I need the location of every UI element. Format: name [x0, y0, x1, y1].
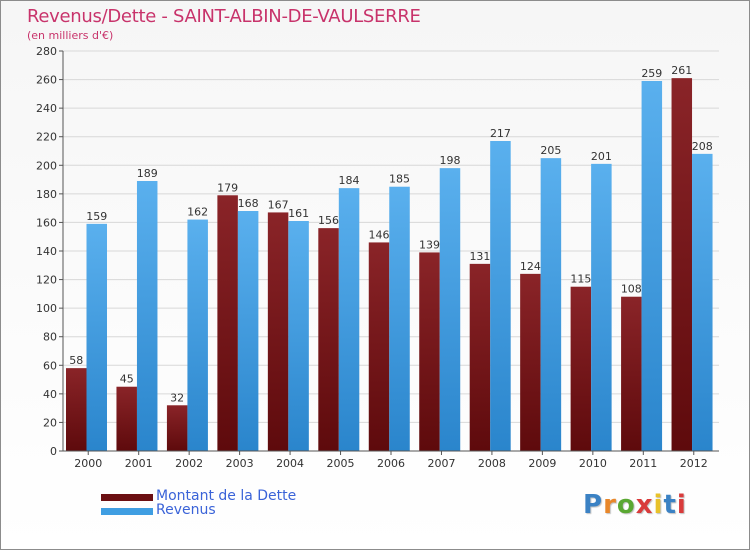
data-label-revenus-2004: 161 — [288, 207, 309, 220]
x-tick-label: 2004 — [276, 457, 304, 470]
y-tick-label: 40 — [43, 388, 57, 401]
data-label-revenus-2002: 162 — [187, 206, 208, 219]
bar-dette-2009 — [520, 273, 541, 451]
bar-dette-2008 — [469, 263, 491, 451]
data-label-dette-2004: 167 — [268, 198, 289, 211]
x-tick-label: 2008 — [478, 457, 506, 470]
bar-revenus-2007 — [439, 168, 461, 451]
y-tick-label: 240 — [36, 102, 57, 115]
x-tick-label: 2001 — [125, 457, 153, 470]
data-label-revenus-2000: 159 — [86, 210, 107, 223]
bar-revenus-2010 — [591, 163, 612, 451]
x-tick-label: 2002 — [175, 457, 203, 470]
bar-revenus-2003 — [237, 211, 259, 451]
x-tick-label: 2011 — [629, 457, 657, 470]
data-label-dette-2000: 58 — [69, 354, 83, 367]
bar-revenus-2008 — [490, 141, 511, 451]
data-label-dette-2012: 261 — [671, 64, 692, 77]
bar-revenus-2005 — [338, 188, 360, 451]
y-tick-label: 220 — [36, 131, 57, 144]
x-tick-label: 2010 — [579, 457, 607, 470]
bar-dette-2002 — [166, 405, 188, 451]
data-label-revenus-2006: 185 — [389, 173, 410, 186]
data-label-dette-2009: 124 — [520, 260, 541, 273]
data-label-revenus-2010: 201 — [591, 150, 612, 163]
bar-revenus-2002 — [187, 219, 208, 451]
bar-dette-2001 — [116, 386, 137, 451]
bar-dette-2004 — [267, 212, 289, 451]
data-label-revenus-2003: 168 — [238, 197, 259, 210]
y-tick-label: 120 — [36, 274, 57, 287]
x-tick-label: 2005 — [327, 457, 355, 470]
data-label-dette-2006: 146 — [369, 228, 390, 241]
chart-subtitle: (en milliers d'€) — [27, 29, 114, 42]
x-tick-label: 2009 — [528, 457, 556, 470]
legend-swatch-dette — [101, 494, 153, 501]
bar-revenus-2009 — [540, 158, 562, 451]
x-tick-label: 2000 — [74, 457, 102, 470]
proxiti-logo: Proxiti — [583, 490, 687, 520]
data-label-dette-2005: 156 — [318, 214, 339, 227]
x-tick-label: 2003 — [226, 457, 254, 470]
bar-dette-2003 — [217, 195, 238, 451]
bar-dette-2006 — [368, 242, 390, 451]
data-label-revenus-2005: 184 — [339, 174, 360, 187]
data-label-dette-2008: 131 — [469, 250, 490, 263]
bar-dette-2010 — [570, 286, 592, 451]
data-label-dette-2010: 115 — [570, 273, 591, 286]
bar-revenus-2004 — [288, 221, 309, 451]
bar-dette-2007 — [419, 252, 440, 451]
y-tick-label: 280 — [36, 45, 57, 58]
y-tick-label: 260 — [36, 74, 57, 87]
x-tick-label: 2006 — [377, 457, 405, 470]
data-label-dette-2011: 108 — [621, 283, 642, 296]
y-tick-label: 80 — [43, 331, 57, 344]
legend-label-dette: Montant de la Dette — [156, 488, 297, 504]
data-label-revenus-2001: 189 — [137, 167, 158, 180]
y-tick-label: 180 — [36, 188, 57, 201]
data-label-dette-2001: 45 — [120, 373, 134, 386]
legend-swatch-revenus — [101, 508, 153, 515]
data-label-revenus-2007: 198 — [439, 154, 460, 167]
y-tick-label: 140 — [36, 245, 57, 258]
data-label-revenus-2012: 208 — [692, 140, 713, 153]
data-label-revenus-2009: 205 — [540, 144, 561, 157]
data-label-revenus-2008: 217 — [490, 127, 511, 140]
bar-dette-2000 — [66, 368, 87, 451]
y-tick-label: 200 — [36, 159, 57, 172]
x-tick-label: 2012 — [680, 457, 708, 470]
x-tick-label: 2007 — [427, 457, 455, 470]
data-label-dette-2007: 139 — [419, 238, 440, 251]
bar-revenus-2006 — [389, 186, 410, 451]
bar-revenus-2011 — [641, 81, 663, 451]
data-label-revenus-2011: 259 — [641, 67, 662, 80]
y-tick-label: 20 — [43, 416, 57, 429]
y-tick-label: 100 — [36, 302, 57, 315]
data-label-dette-2003: 179 — [217, 181, 238, 194]
bar-revenus-2000 — [86, 223, 107, 451]
legend-label-revenus: Revenus — [156, 502, 216, 518]
bar-revenus-2001 — [136, 181, 158, 451]
bar-dette-2011 — [621, 296, 642, 451]
y-tick-label: 0 — [50, 445, 57, 458]
bar-dette-2005 — [318, 228, 339, 451]
bar-revenus-2012 — [692, 153, 713, 451]
chart-title: Revenus/Dette - SAINT-ALBIN-DE-VAULSERRE — [27, 6, 421, 27]
data-label-dette-2002: 32 — [170, 391, 184, 404]
bar-dette-2012 — [671, 78, 693, 452]
y-tick-label: 160 — [36, 216, 57, 229]
y-tick-label: 60 — [43, 359, 57, 372]
